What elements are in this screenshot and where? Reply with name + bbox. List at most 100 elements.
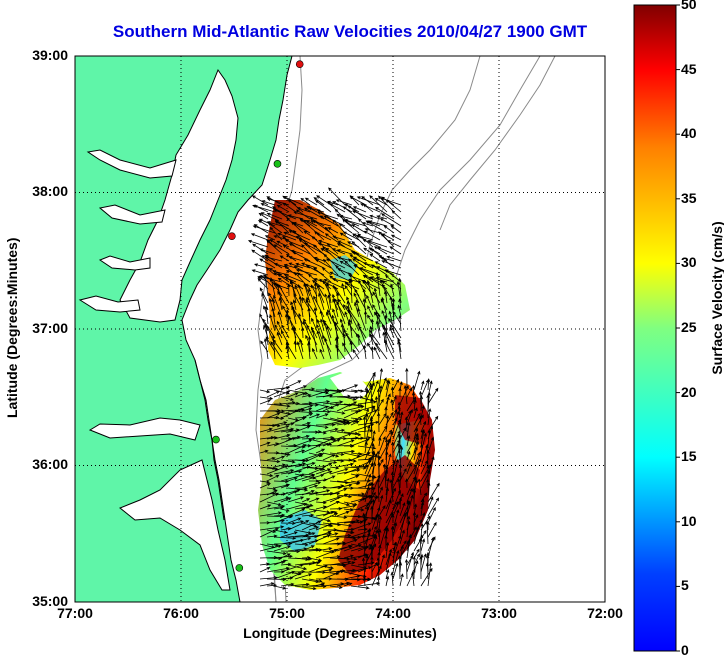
velocity-arrow xyxy=(364,473,371,489)
velocity-arrow xyxy=(362,415,367,440)
velocity-arrow xyxy=(331,277,346,283)
velocity-arrow xyxy=(276,204,290,213)
velocity-arrow xyxy=(266,423,281,428)
velocity-arrow xyxy=(336,439,355,447)
colorbar-tick-label: 35 xyxy=(681,190,697,206)
velocity-arrow xyxy=(351,224,367,234)
velocity-arrow xyxy=(348,318,353,339)
velocity-arrow xyxy=(334,336,339,360)
velocity-arrow xyxy=(251,195,269,206)
velocity-arrow xyxy=(346,305,360,325)
velocity-arrow xyxy=(282,196,304,206)
velocity-arrow xyxy=(323,321,332,346)
albemarle-sound xyxy=(88,417,201,441)
velocity-arrow xyxy=(392,418,401,440)
velocity-arrow xyxy=(420,515,431,531)
velocity-arrow xyxy=(336,401,358,412)
velocity-arrow xyxy=(378,436,386,454)
y-axis-label: Latitude (Degrees:Minutes) xyxy=(4,237,20,418)
james-river xyxy=(78,295,141,313)
velocity-arrow xyxy=(427,482,440,503)
velocity-arrow xyxy=(329,428,346,433)
colorbar-tick-label: 40 xyxy=(681,125,697,141)
velocity-arrow xyxy=(419,555,423,580)
velocity-arrow xyxy=(276,320,283,332)
velocity-arrow xyxy=(269,314,276,332)
velocity-arrow xyxy=(343,418,359,426)
velocity-arrow xyxy=(326,282,332,304)
velocity-arrow xyxy=(322,510,335,517)
velocity-arrow xyxy=(316,330,325,353)
velocity-arrow xyxy=(308,413,321,419)
velocity-arrow xyxy=(259,449,269,454)
velocity-arrow xyxy=(370,345,375,360)
velocity-arrow xyxy=(322,246,339,262)
velocity-arrow xyxy=(334,208,346,220)
york-river xyxy=(98,255,151,271)
velocity-arrow xyxy=(329,468,349,475)
velocity-arrow xyxy=(373,246,388,255)
velocity-arrow xyxy=(413,529,427,552)
velocity-arrow xyxy=(364,382,375,405)
velocity-arrow xyxy=(308,288,318,311)
velocity-arrow xyxy=(308,389,331,398)
velocity-arrow xyxy=(399,529,405,545)
velocity-arrow xyxy=(266,412,281,419)
velocity-arrow xyxy=(313,307,318,325)
velocity-arrow xyxy=(357,452,382,459)
velocity-arrow xyxy=(280,553,291,559)
velocity-arrow xyxy=(385,548,392,566)
velocity-arrow xyxy=(385,429,393,440)
velocity-arrow xyxy=(294,434,310,440)
velocity-arrow xyxy=(273,437,297,447)
velocity-arrow xyxy=(329,560,352,566)
velocity-arrow xyxy=(261,200,276,206)
velocity-arrow xyxy=(370,481,374,503)
pamlico-sound xyxy=(119,459,231,591)
velocity-arrow xyxy=(404,558,409,580)
velocity-arrow xyxy=(392,562,399,580)
velocity-arrow xyxy=(265,336,276,353)
velocity-arrow xyxy=(344,260,360,276)
velocity-arrow xyxy=(311,279,325,290)
velocity-arrow xyxy=(427,521,437,538)
velocity-arrow xyxy=(307,341,311,360)
velocity-arrow xyxy=(362,279,374,297)
velocity-arrow xyxy=(390,571,394,587)
velocity-arrow xyxy=(259,511,282,517)
velocity-arrow xyxy=(389,246,402,255)
velocity-arrow xyxy=(287,392,299,398)
velocity-arrow xyxy=(364,491,376,510)
velocity-arrow xyxy=(308,410,331,414)
velocity-arrow xyxy=(343,574,361,580)
velocity-arrow xyxy=(357,400,378,405)
velocity-arrow xyxy=(388,310,395,332)
velocity-arrow xyxy=(334,298,346,318)
velocity-arrow xyxy=(258,218,276,227)
velocity-arrow xyxy=(336,519,360,524)
velocity-arrow xyxy=(294,439,313,447)
velocity-arrow xyxy=(376,412,381,433)
velocity-arrow xyxy=(313,256,325,262)
velocity-arrow xyxy=(399,385,409,405)
velocity-vectors xyxy=(247,187,440,591)
velocity-arrow xyxy=(406,421,411,440)
velocity-arrow xyxy=(425,520,429,545)
velocity-arrow xyxy=(259,258,276,269)
velocity-arrow xyxy=(385,487,390,503)
velocity-arrow xyxy=(288,262,304,269)
velocity-arrow xyxy=(283,273,304,283)
velocity-arrow xyxy=(301,387,316,391)
colorbar-tick-label: 20 xyxy=(681,384,697,400)
velocity-arrow xyxy=(376,266,395,276)
colorbar-tick-label: 5 xyxy=(681,577,689,593)
velocity-arrow xyxy=(399,573,404,587)
velocity-arrow xyxy=(283,265,297,276)
velocity-arrow xyxy=(296,207,311,213)
velocity-arrow xyxy=(427,387,439,405)
velocity-arrow xyxy=(392,395,397,405)
velocity-arrow xyxy=(253,263,269,269)
velocity-arrow xyxy=(369,195,388,213)
velocity-arrow xyxy=(344,285,353,297)
velocity-arrow xyxy=(267,222,283,234)
